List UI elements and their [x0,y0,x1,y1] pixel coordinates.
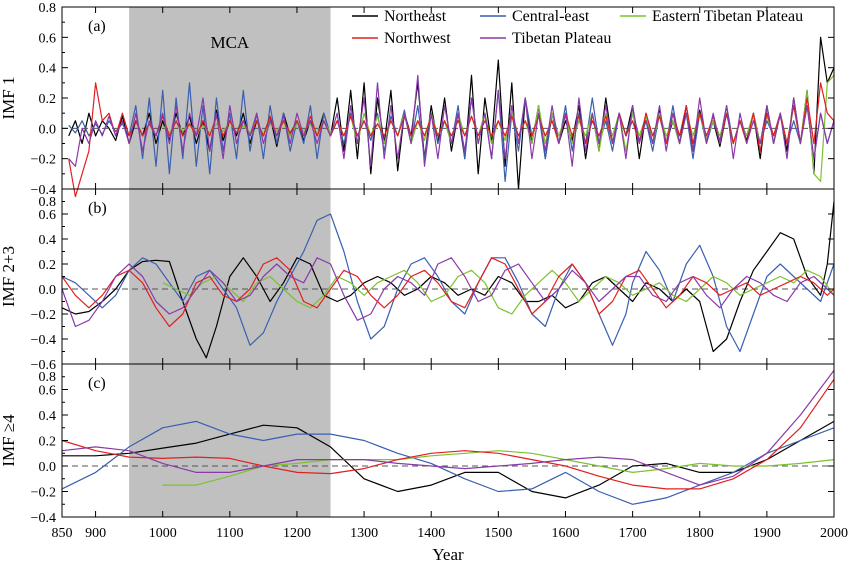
y-tick-label: −0.2 [31,486,56,501]
legend-label: Tibetan Plateau [512,30,611,47]
series-line-central-east [61,420,835,505]
x-tick-label: 1800 [686,526,714,541]
series-line-tibetan-plateau [68,74,835,167]
y-tick-label: −0.4 [31,333,56,348]
y-tick-label: 0.4 [39,409,57,424]
series-lines-layer [61,36,835,505]
y-tick-label: 0.8 [39,370,57,385]
panel-label: (b) [88,200,107,217]
legend-label: Northeast [384,8,447,25]
axes-layer [61,6,835,518]
series-line-eastern-tibetan-plateau [162,450,835,486]
series-line-northwest [61,378,835,490]
x-tick-label: 2000 [820,526,848,541]
y-tick-label: 0.0 [39,122,57,137]
legend: Northeast Central-east Eastern Tibetan Pla… [352,8,803,47]
mca-label: MCA [210,33,249,52]
x-tick-label: 850 [52,526,73,541]
x-tick-label: 1400 [417,526,445,541]
y-tick-label: −0.6 [31,358,56,373]
y-axis-title: IMF 2+3 [0,246,18,307]
panel-label: (a) [88,18,106,35]
y-axis-title: IMF 1 [0,77,18,120]
y-tick-label: 0.0 [39,460,57,475]
x-tick-label: 1700 [619,526,647,541]
y-tick-label: 0.6 [39,31,57,46]
y-tick-label: 0.0 [39,283,57,298]
legend-item: Northwest [352,30,451,47]
series-line-northwest [61,257,835,328]
x-tick-label: 1000 [149,526,177,541]
series-line-eastern-tibetan-plateau [162,269,835,315]
legend-label: Central-east [512,8,590,25]
y-tick-label: 0.6 [39,208,57,223]
y-tick-label: 0.4 [39,233,57,248]
x-tick-label: 1300 [350,526,378,541]
legend-item: Central-east [480,8,590,25]
legend-item: Tibetan Plateau [480,30,611,47]
y-axis-title: IMF ≥4 [0,414,18,467]
legend-label: Eastern Tibetan Plateau [652,8,803,25]
mca-shaded-region-layer [129,7,331,517]
x-tick-label: 1500 [484,526,512,541]
y-tick-label: 0.8 [39,1,57,16]
mca-shaded-region [129,7,331,517]
series-line-northeast [62,420,835,499]
y-tick-label: 0.2 [39,258,57,273]
x-tick-label: 1600 [551,526,579,541]
x-tick-label: 1200 [283,526,311,541]
panel-label: (c) [88,375,106,392]
y-tick-label: −0.2 [31,308,56,323]
y-tick-label: −0.4 [31,183,56,198]
y-tick-label: 0.6 [39,384,57,399]
x-tick-label: 1900 [753,526,781,541]
y-tick-label: 0.2 [39,435,57,450]
y-tick-label: −0.2 [31,153,56,168]
legend-label: Northwest [384,30,451,47]
x-tick-label: 1100 [216,526,243,541]
legend-item: Eastern Tibetan Plateau [620,8,803,25]
y-tick-label: 0.2 [39,92,57,107]
legend-item: Northeast [352,8,447,25]
y-tick-label: 0.8 [39,195,57,210]
series-line-northeast [61,201,835,359]
y-tick-label: 0.4 [39,62,57,77]
y-tick-label: −0.4 [31,511,56,526]
series-line-tibetan-plateau [61,370,835,486]
series-line-tibetan-plateau [61,257,835,328]
x-tick-label: 900 [85,526,106,541]
x-axis-title: Year [432,545,464,564]
